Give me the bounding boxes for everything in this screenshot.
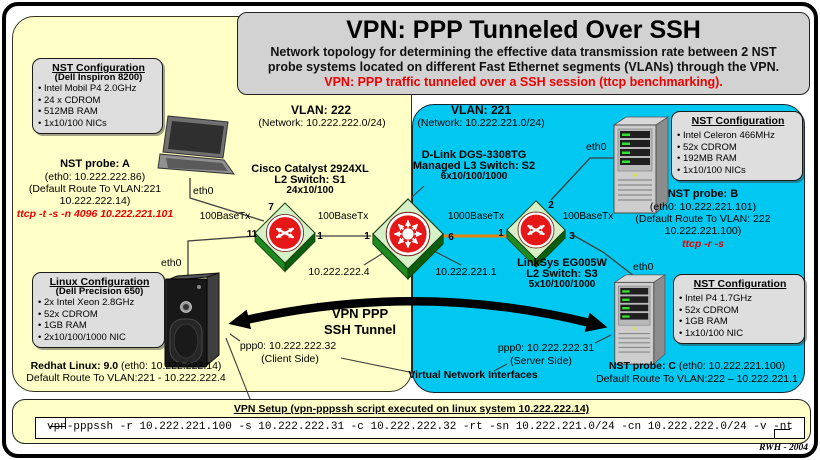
command-box-corner-left: [50, 418, 66, 427]
nst-config-b-box: NST Configuration Intel Celeron 466MHz 5…: [671, 111, 803, 181]
config-linux-model: (Dell Precision 650): [55, 286, 144, 297]
s1-port-7: 7: [268, 202, 274, 213]
probe-a-route-line1: (Default Route To VLAN:221: [28, 183, 162, 195]
vlan221-network: (Network: 10.222.221.0/24): [417, 117, 545, 129]
probe-c-eth0: (eth0: 10.222.221.100): [678, 360, 786, 372]
s2-ip-vlan221: 10.222.221.1: [435, 266, 497, 278]
probe-a-route-line2: 10.222.222.14): [59, 195, 131, 207]
vlan221-name: VLAN: 221: [450, 103, 512, 117]
config-a-item: 512MB RAM: [38, 106, 159, 118]
s3-port-3: 3: [569, 231, 575, 242]
nst-config-c-box: NST Configuration Intel P4 1.7GHz 52x CD…: [673, 274, 805, 344]
link-s2-s3-speed: 1000BaseTx: [447, 211, 505, 222]
virtual-network-interfaces-label: Virtual Network Interfaces: [408, 369, 538, 381]
s1-port-11: 11: [246, 229, 258, 240]
probe-b-route-line2: 10.222.221.100): [664, 225, 742, 237]
config-b-item: Intel Celeron 466MHz: [677, 130, 799, 142]
laptop-eth0-label: eth0: [193, 185, 214, 197]
config-c-item: 52x CDROM: [679, 305, 801, 317]
server-b-eth0-label: eth0: [586, 141, 607, 153]
nst-config-a-box: NST Configuration (Dell Inspiron 8200) I…: [32, 58, 163, 134]
s2-label-line1: D-Link DGS-3308TG: [421, 149, 527, 161]
s1-label-line1: Cisco Catalyst 2924XL: [251, 163, 369, 175]
linux-host-os-line: Redhat Linux: 9.0 (eth0: 10.222.222.14): [31, 360, 222, 372]
probe-b-ttcp-command: ttcp -r -s: [682, 238, 724, 250]
title-box: VPN: PPP Tunneled Over SSH Network topol…: [237, 12, 810, 95]
config-a-item: 1x10/100 NICs: [38, 118, 159, 130]
link-laptop-s1-speed: 100BaseTx: [199, 211, 251, 222]
config-b-title: NST Configuration: [691, 115, 785, 127]
probe-c-name-line: NST probe: C (eth0: 10.222.221.100): [609, 360, 785, 372]
ppp0-server-side: (Server Side): [510, 355, 572, 367]
s2-label-line3: 6x10/100/1000: [440, 171, 508, 182]
ppp0-client-interface: ppp0: 10.222.222.32: [239, 340, 337, 352]
config-linux-title: Linux Configuration: [49, 276, 150, 288]
probe-b-name: NST probe: B: [667, 188, 739, 200]
linux-config-box: Linux Configuration (Dell Precision 650)…: [32, 272, 165, 348]
config-linux-item: 52x CDROM: [38, 309, 161, 321]
vlan222-name: VLAN: 222: [290, 103, 352, 117]
ppp0-server-interface: ppp0: 10.222.222.31: [497, 342, 595, 354]
vpn-setup-command: vpn-pppssh -r 10.222.221.100 -s 10.222.2…: [47, 421, 793, 433]
vpn-setup-command-box: vpn-pppssh -r 10.222.221.100 -s 10.222.2…: [35, 417, 805, 439]
probe-a-eth0: (eth0: 10.222.222.86): [44, 171, 146, 183]
s2-label-line2: Managed L3 Switch: S2: [412, 160, 536, 172]
s3-port-2: 2: [548, 200, 554, 211]
config-b-item: 52x CDROM: [677, 142, 799, 154]
tunnel-label-line2: SSH Tunnel: [324, 322, 396, 337]
diagram-highlight: VPN: PPP traffic tunneled over a SSH ses…: [324, 75, 723, 89]
diagram-subtitle-line1: Network topology for determining the eff…: [270, 45, 777, 59]
config-c-title: NST Configuration: [693, 278, 787, 290]
probe-b-route-line1: (Default Route To VLAN: 222: [635, 213, 771, 225]
link-s1-s2-speed: 100BaseTx: [317, 211, 369, 222]
command-box-corner-right: [774, 429, 790, 438]
author-credit: RWH - 2004: [759, 443, 808, 453]
s1-label-line3: 24x10/100: [286, 185, 334, 196]
vpn-setup-panel: VPN Setup (vpn-pppssh script executed on…: [12, 399, 811, 444]
config-b-item: 192MB RAM: [677, 153, 799, 165]
s3-label-line3: 5x10/100/1000: [528, 279, 596, 290]
tower-eth0-label: eth0: [161, 257, 182, 269]
server-c-eth0-label: eth0: [633, 261, 654, 273]
ppp0-client-side: (Client Side): [261, 353, 319, 365]
config-linux-item: 1GB RAM: [38, 320, 161, 332]
tunnel-label-line1: VPN PPP: [331, 306, 389, 321]
config-a-model: (Dell Inspiron 8200): [54, 72, 143, 83]
config-linux-item: 2x10/100/1000 NIC: [38, 332, 161, 344]
probe-c-route: Default Route To VLAN:222 – 10.222.221.1: [596, 373, 798, 385]
config-b-item: 1x10/100 NICs: [677, 165, 799, 177]
config-c-item: 1GB RAM: [679, 316, 801, 328]
probe-b-eth0: (eth0: 10.222.221.101): [649, 201, 757, 213]
s2-ip-vlan222: 10.222.222.4: [308, 266, 370, 278]
config-a-title: NST Configuration: [52, 62, 145, 74]
diagram-subtitle-line2: probe systems located on different Fast …: [267, 60, 780, 74]
probe-c-name: NST probe: C: [608, 360, 676, 372]
config-linux-item: 2x Intel Xeon 2.8GHz: [38, 297, 161, 309]
s1-port-1: 1: [317, 231, 323, 242]
vpn-setup-title: VPN Setup (vpn-pppssh script executed on…: [233, 403, 590, 415]
s1-label-line2: L2 Switch: S1: [274, 174, 346, 186]
config-a-item: 24 x CDROM: [38, 95, 159, 107]
config-a-item: Intel Mobil P4 2.0GHz: [38, 83, 159, 95]
s3-port-1: 1: [498, 228, 504, 239]
link-s3-serverb-speed: 100BaseTx: [562, 211, 614, 222]
vlan222-network: (Network: 10.222.222.0/24): [258, 117, 386, 129]
linux-host-os: Redhat Linux: 9.0: [30, 360, 119, 372]
linux-host-eth0: (eth0: 10.222.222.14): [121, 360, 222, 372]
s2-port-1: 1: [364, 231, 370, 242]
probe-a-ttcp-command: ttcp -t -s -n 4096 10.222.221.101: [16, 208, 174, 220]
config-c-item: 1x10/100 NIC: [679, 328, 801, 340]
diagram-title: VPN: PPP Tunneled Over SSH: [346, 16, 701, 44]
probe-a-name: NST probe: A: [60, 158, 130, 170]
config-c-item: Intel P4 1.7GHz: [679, 293, 801, 305]
linux-host-route: Default Route To VLAN:221 - 10.222.222.4: [26, 372, 226, 384]
s2-port-6: 6: [448, 232, 454, 243]
